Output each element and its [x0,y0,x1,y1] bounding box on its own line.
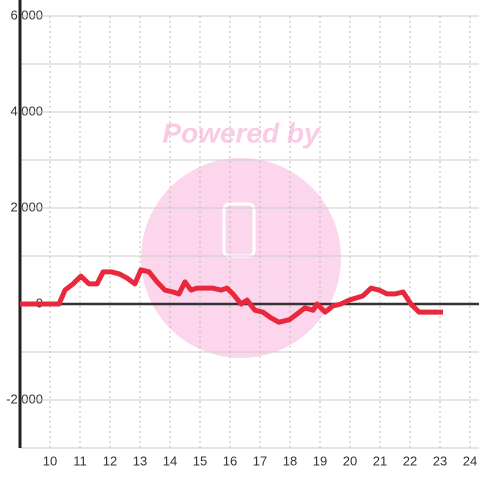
watermark-text: Powered by [162,117,321,148]
x-tick-label: 11 [73,453,87,468]
x-tick-label: 22 [403,453,417,468]
data-line [20,267,443,325]
y-tick-label: -2,000 [6,391,43,406]
y-tick-label: 6,000 [10,7,43,22]
x-tick-label: 16 [223,453,237,468]
x-tick-label: 19 [313,453,327,468]
x-tick-label: 24 [463,453,477,468]
x-tick-label: 21 [373,453,387,468]
x-tick-label: 23 [433,453,447,468]
x-tick-label: 10 [43,453,57,468]
x-tick-label: 18 [283,453,297,468]
y-tick-label: 4,000 [10,103,43,118]
x-tick-label: 12 [103,453,117,468]
x-tick-label: 17 [253,453,267,468]
x-tick-label: 15 [193,453,207,468]
y-tick-label: 2,000 [10,199,43,214]
x-tick-label: 20 [343,453,357,468]
watermark-logo [141,158,341,358]
x-tick-label: 13 [133,453,147,468]
x-tick-label: 14 [163,453,177,468]
